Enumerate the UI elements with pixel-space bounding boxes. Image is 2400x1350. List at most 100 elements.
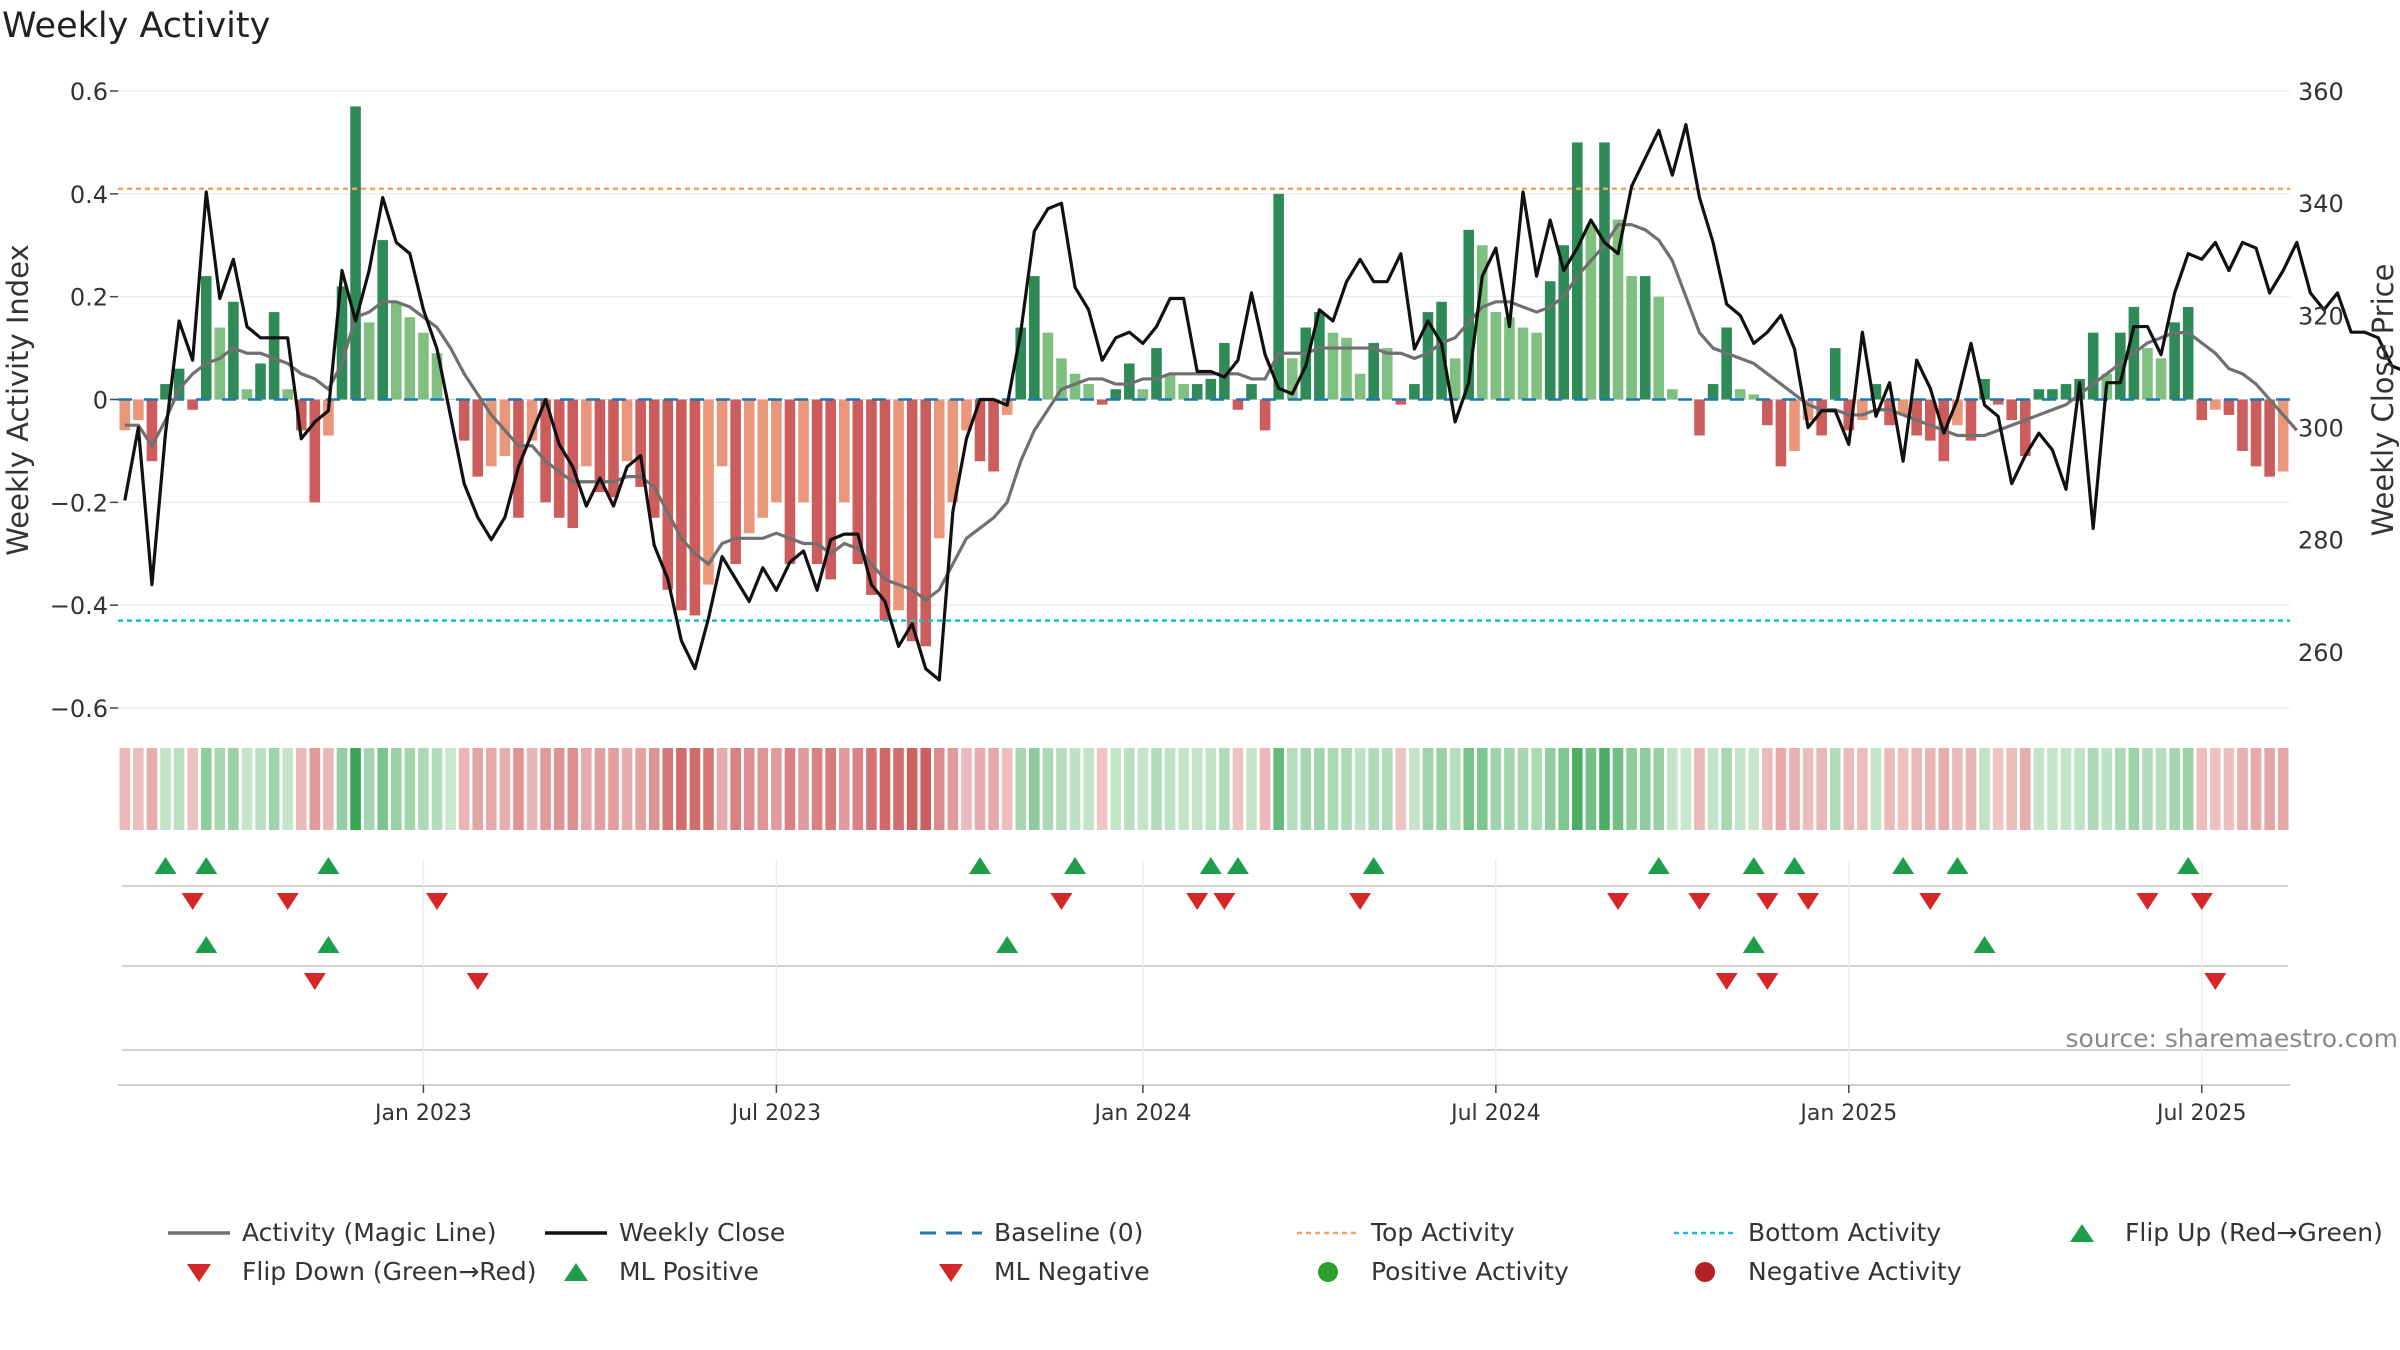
activity-bar xyxy=(1124,363,1135,400)
ml-positive-marker xyxy=(317,936,340,953)
activity-bar xyxy=(472,399,484,477)
activity-bar xyxy=(988,399,999,472)
heat-cell xyxy=(1219,748,1230,830)
activity-bar xyxy=(2087,332,2099,400)
activity-bar xyxy=(200,276,212,400)
heat-cell xyxy=(445,748,456,830)
heat-cell xyxy=(1110,748,1122,830)
heat-cell xyxy=(838,748,850,830)
activity-bar xyxy=(1327,332,1339,400)
heat-cell xyxy=(553,748,565,830)
heat-cell xyxy=(1436,748,1447,830)
heat-cell xyxy=(200,748,212,830)
heat-cell xyxy=(2019,748,2031,830)
activity-bar xyxy=(1069,373,1081,400)
heat-cell xyxy=(1504,748,1515,830)
heat-cell xyxy=(499,748,511,830)
flip-up-marker xyxy=(1892,857,1915,874)
heat-cell xyxy=(879,748,891,830)
heat-cell xyxy=(214,748,226,830)
activity-bar xyxy=(906,399,918,642)
activity-bar xyxy=(2142,348,2153,400)
heat-cell xyxy=(1232,748,1244,830)
activity-bar xyxy=(2210,399,2221,410)
flip-up-marker xyxy=(1783,857,1806,874)
heat-cell xyxy=(1694,748,1705,830)
heat-cell xyxy=(920,748,932,830)
activity-bar xyxy=(1897,399,1909,415)
heat-cell xyxy=(431,748,443,830)
activity-bar xyxy=(2060,384,2072,400)
heat-cell xyxy=(974,748,986,830)
activity-bar xyxy=(282,389,293,400)
heat-cell xyxy=(2182,748,2194,830)
activity-bar xyxy=(1137,389,1149,400)
heat-cell xyxy=(893,748,904,830)
activity-bar xyxy=(323,399,334,436)
heat-cell xyxy=(1042,748,1054,830)
activity-bar xyxy=(1653,296,1665,400)
activity-bar xyxy=(295,399,307,431)
y-tick-label: −0.4 xyxy=(50,592,108,620)
heat-cell xyxy=(2101,748,2113,830)
heat-cell xyxy=(1476,748,1488,830)
heat-cell xyxy=(458,748,470,830)
lines-layer xyxy=(118,123,2400,682)
activity-bar xyxy=(1667,389,1678,400)
activity-bar xyxy=(309,399,321,503)
heat-cell xyxy=(1273,748,1284,830)
activity-bar xyxy=(241,389,253,400)
heat-cell xyxy=(404,748,416,830)
heat-cell xyxy=(1734,748,1746,830)
activity-bar xyxy=(1558,245,1570,400)
heat-cell xyxy=(1572,748,1583,830)
activity-bar xyxy=(1354,373,1366,400)
source-label: source: sharemaestro.com xyxy=(2066,1024,2399,1053)
activity-bar xyxy=(1952,399,1963,426)
activity-bar xyxy=(1572,142,1583,400)
heat-cell xyxy=(1422,748,1434,830)
y-tick-label: 0.4 xyxy=(70,181,108,209)
heat-cell xyxy=(1246,748,1257,830)
heat-cell xyxy=(295,748,307,830)
flip-up-marker xyxy=(2177,857,2200,874)
heat-cell xyxy=(1191,748,1203,830)
activity-bar xyxy=(553,399,565,518)
heat-cell xyxy=(2210,748,2221,830)
activity-bar xyxy=(689,399,701,616)
activity-bar xyxy=(2033,389,2045,400)
activity-bar xyxy=(1802,399,1814,421)
heat-cell xyxy=(933,748,945,830)
heat-cell xyxy=(540,748,551,830)
heat-cell xyxy=(1721,748,1732,830)
activity-bar xyxy=(2169,322,2180,400)
y-tick-label: −0.2 xyxy=(50,489,108,517)
heat-cell xyxy=(1015,748,1027,830)
heat-cell xyxy=(2006,748,2018,830)
flip-up-marker xyxy=(1742,857,1765,874)
heat-cell xyxy=(1029,748,1040,830)
flip-down-marker xyxy=(426,893,449,910)
activity-bar xyxy=(228,301,239,400)
heat-cell xyxy=(2142,748,2153,830)
heat-cell xyxy=(648,748,660,830)
y2-tick-label: 360 xyxy=(2298,78,2344,106)
activity-bar xyxy=(1721,327,1732,400)
heat-cell xyxy=(1354,748,1366,830)
heat-cell xyxy=(513,748,524,830)
heat-cell xyxy=(2115,748,2126,830)
activity-bar xyxy=(1762,399,1773,426)
heat-cell xyxy=(2074,748,2085,830)
activity-bar xyxy=(1001,399,1013,415)
ml-negative-marker xyxy=(466,973,489,990)
heat-cell xyxy=(811,748,823,830)
heat-cell xyxy=(825,748,836,830)
activity-bar xyxy=(1381,348,1393,400)
heat-cell xyxy=(1802,748,1814,830)
ml-positive-marker xyxy=(1742,936,1765,953)
activity-bar xyxy=(1829,348,1841,400)
heat-cell xyxy=(2196,748,2208,830)
heat-cell xyxy=(1626,748,1637,830)
heat-cell xyxy=(2033,748,2045,830)
activity-bar xyxy=(1544,281,1556,400)
